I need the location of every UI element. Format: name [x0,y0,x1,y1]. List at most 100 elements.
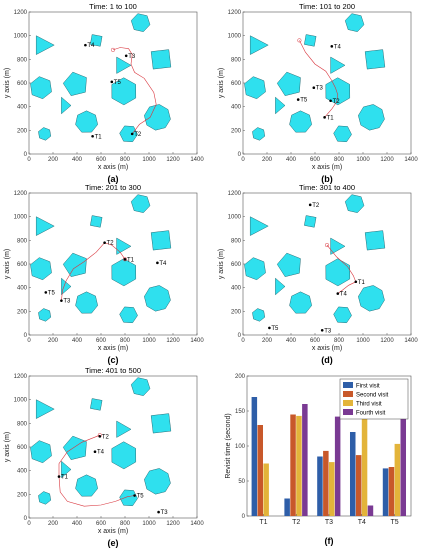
category-label-t4: T4 [358,519,366,526]
x-axis-label: x axis (m) [312,345,342,352]
y-tick-label: 1000 [14,215,28,221]
x-tick-label: 400 [72,338,83,344]
y-axis-label: y axis (m) [4,432,11,462]
y-axis-label: y axis (m) [4,249,11,279]
legend-swatch-4 [343,409,353,415]
x-tick-label: 1200 [166,521,180,527]
obstacle [244,257,266,281]
x-tick-label: 1400 [190,521,204,527]
x-tick-label: 1400 [404,338,418,344]
x-tick-label: 0 [27,521,31,527]
y-tick-label: 1000 [228,215,242,221]
obstacle [90,34,103,47]
y-tick-label: 100 [235,444,246,450]
y-tick-label: 150 [235,409,246,415]
panel-caption: (a) [108,174,119,184]
category-label-t1: T1 [259,519,267,526]
target-label-t3: T3 [324,328,332,334]
x-tick-label: 800 [120,338,131,344]
y-tick-label: 0 [238,152,242,158]
x-tick-label: 0 [241,157,245,163]
x-axis-label: x axis (m) [98,528,128,535]
y-tick-label: 200 [231,128,242,134]
obstacle [38,491,52,505]
obstacle [249,216,269,237]
target-label-t3: T3 [316,86,324,92]
category-label-t2: T2 [292,519,300,526]
uav-start-marker [110,47,116,52]
target-label-t4: T4 [334,44,342,50]
y-tick-label: 800 [231,238,242,244]
obstacle [364,49,386,70]
target-marker-t4 [330,45,334,48]
obstacle [130,194,151,213]
y-tick-label: 800 [17,421,28,427]
target-marker-t1 [354,280,358,284]
target-label-t4: T4 [87,43,95,49]
uav-start-marker [324,243,330,248]
bar-t3-first-visit [317,456,323,516]
obstacle [75,474,98,497]
obstacle [35,399,55,420]
x-tick-label: 1000 [142,157,156,163]
obstacle [119,489,138,507]
obstacle [38,308,52,322]
obstacle [244,76,266,100]
x-axis-label: x axis (m) [98,345,128,352]
target-marker-t5 [133,494,136,497]
y-tick-label: 1200 [14,191,28,197]
y-tick-label: 400 [17,286,28,292]
bar-t3-second-visit [323,450,329,516]
target-marker-t4 [93,450,97,454]
obstacle [304,215,317,228]
target-label-t5: T5 [300,98,308,104]
bar-t2-third-visit [296,415,302,516]
x-tick-label: 400 [72,157,83,163]
bar-t1-third-visit [263,463,269,516]
bar-t2-second-visit [290,414,296,516]
uav-trajectory [299,40,339,118]
bar-t3-fourth-visit [334,416,341,516]
y-axis-label: Revisit time (second) [225,413,232,478]
target-label-t2: T2 [107,241,115,247]
x-tick-label: 200 [262,157,273,163]
map-panel-4: 0 200 400 600 800 1000 1200 1400 0 200 400 600 800 10… [218,183,418,365]
target-marker-t2 [329,99,332,103]
obstacle [358,104,385,131]
y-tick-label: 1200 [14,374,28,380]
target-label-t1: T1 [127,257,135,263]
target-marker-t5 [110,80,114,84]
x-tick-label: 800 [120,521,131,527]
legend-swatch-1 [343,382,353,388]
obstacle [30,257,52,281]
obstacle [289,110,312,133]
x-tick-label: 0 [27,157,31,163]
panel-caption: (c) [108,355,119,365]
uav-trajectory [112,47,157,135]
target-label-t3: T3 [161,510,169,516]
y-tick-label: 400 [231,105,242,111]
plot-area [242,192,412,336]
obstacle [111,258,137,287]
y-tick-label: 800 [231,57,242,63]
panel-caption: (e) [108,538,119,548]
target-label-t3: T3 [128,54,136,60]
obstacle [30,440,52,464]
target-marker-t5 [44,291,48,294]
bar-t1-second-visit [257,425,263,516]
x-tick-label: 800 [120,157,131,163]
obstacle [325,77,351,106]
y-tick-label: 600 [17,262,28,268]
target-label-t2: T2 [134,132,142,138]
y-tick-label: 200 [17,492,28,498]
obstacle [276,252,301,277]
x-tick-label: 600 [310,338,321,344]
bar-panel: 0 50 100 150 200 T1 T2 T3 T4 T5 Revisit time (seco… [225,374,412,546]
x-axis-label: x axis (m) [98,164,128,171]
y-tick-label: 1200 [228,10,242,16]
y-tick-label: 400 [17,105,28,111]
obstacle [130,13,151,32]
y-axis-label: y axis (m) [4,68,11,98]
obstacle [330,237,346,255]
